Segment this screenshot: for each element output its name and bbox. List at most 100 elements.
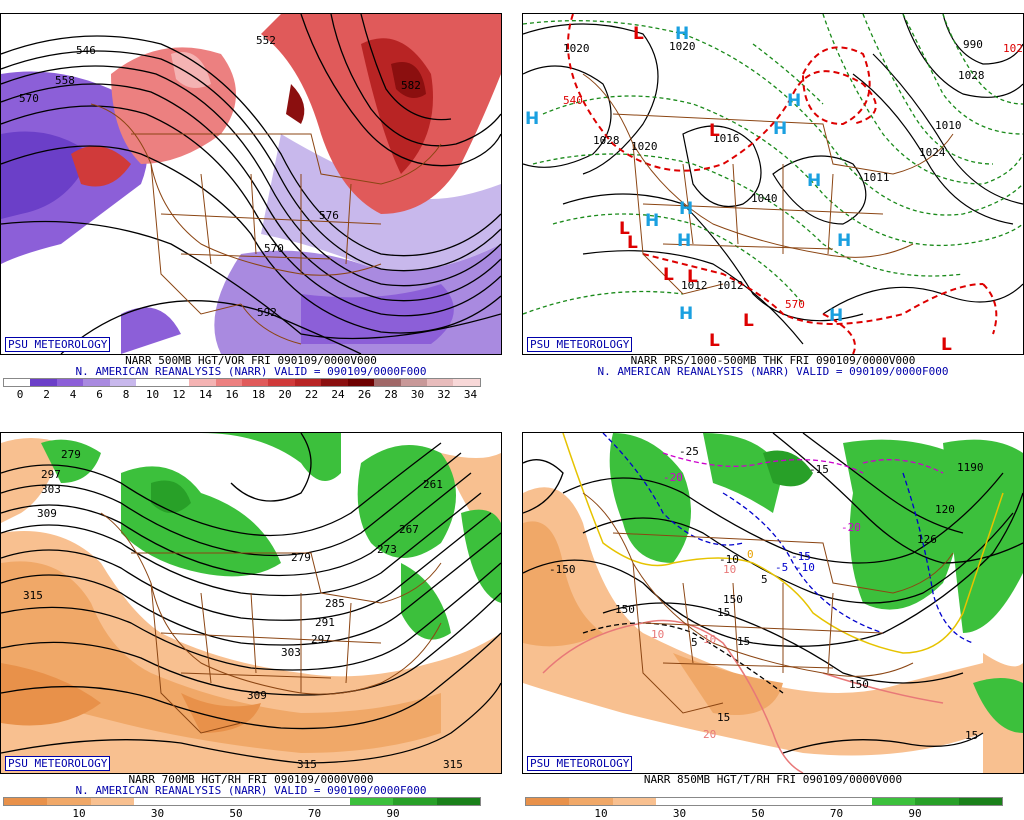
contour-label: 315 [23,589,43,602]
map-850mb-svg: -25 -20 -15 -20 -15 -10 -5 -10 0 5 10 10… [523,433,1023,773]
contour-label: 303 [41,483,61,496]
colorbar-swatch [56,379,84,386]
colorbar-tick-label: 34 [463,388,478,401]
colorbar-ticks: 10 30 50 70 90 [522,807,1024,820]
contour-label: 1020 [669,40,696,53]
contour-label: 150 [615,603,635,616]
contour-label: 297 [41,468,61,481]
low-pressure-marker: L [709,331,720,351]
colorbar-tick-label: 6 [96,388,103,401]
high-pressure-marker: H [679,199,693,219]
colorbar-swatch [321,379,348,386]
contour-label: -150 [549,563,576,576]
map-prs-thk[interactable]: 540 1020 1020 1028 1020 1016 1012 1012 1… [522,13,1024,355]
map-500mb[interactable]: 570 558 552 570 576 582 592 546 [0,13,502,355]
caption-line1: NARR 500MB HGT/VOR FRI 090109/0000V000 [125,354,377,367]
colorbar-swatch [109,379,137,386]
contour-label: 5 [691,636,698,649]
contour-label: 576 [319,209,339,222]
contour-label: -25 [679,445,699,458]
map-700mb[interactable]: 279 297 303 309 315 309 303 297 291 285 … [0,432,502,774]
credit-label: PSU METEOROLOGY [527,337,633,352]
contour-label: 1028 [593,134,620,147]
high-pressure-marker: H [645,211,659,231]
contour-label: 582 [401,79,421,92]
contour-label: 126 [917,533,937,546]
colorbar-swatch [393,798,437,805]
caption-line2: N. AMERICAN REANALYSIS (NARR) VALID = 09… [75,365,427,378]
contour-label: 10 [703,633,716,646]
colorbar-swatch [526,798,570,805]
contour-label: 315 [297,758,317,771]
contour-label: 150 [849,678,869,691]
contour-label: 570 [264,242,284,255]
colorbar-swatch [699,798,743,805]
contour-label: -10 [795,561,815,574]
colorbar-tick-label: 16 [225,388,239,401]
colorbar-swatch [4,798,48,805]
colorbar-tick-label: 14 [198,388,213,401]
contour-label: 303 [281,646,301,659]
high-pressure-marker: H [677,231,691,251]
colorbar-swatch [785,798,829,805]
panel-500mb: 570 558 552 570 576 582 592 546 PSU METE… [0,0,502,401]
colorbar-swatch [268,379,295,386]
colorbar-tick-label: 10 [72,807,86,820]
colorbar-ticks: 10 30 50 70 90 [0,807,502,820]
credit-label: PSU METEOROLOGY [5,756,111,771]
contour-label: 279 [61,448,81,461]
contour-label: 20 [703,728,716,741]
colorbar-swatch [453,379,480,386]
colorbar-swatch [612,798,656,805]
colorbar-swatch [655,798,700,805]
colorbar-swatch [306,798,351,805]
panel-prs-thk: 540 1020 1020 1028 1020 1016 1012 1012 1… [522,0,1024,401]
colorbar-tick-label: 90 [908,807,922,820]
colorbar-swatch [90,798,134,805]
credit-label: PSU METEOROLOGY [527,756,633,771]
colorbar-tick-label: 22 [304,388,319,401]
contour-label: 261 [423,478,443,491]
contour-label: 150 [723,593,743,606]
colorbar-tick-label: 50 [229,807,243,820]
contour-label: 297 [311,633,331,646]
colorbar [3,797,481,806]
contour-label: 10 [651,628,664,641]
contour-label: 15 [737,635,750,648]
colorbar-tick-label: 30 [150,807,165,820]
colorbar-tick-label: 30 [410,388,425,401]
colorbar [3,378,481,387]
colorbar-tick-label: 90 [386,807,400,820]
contour-label: 315 [443,758,463,771]
high-pressure-marker: H [837,231,851,251]
contour-label: -20 [841,521,861,534]
contour-label: 1040 [751,192,778,205]
low-pressure-marker: L [633,24,644,44]
contour-label: 273 [377,543,397,556]
map-500mb-svg: 570 558 552 570 576 582 592 546 [1,14,501,354]
low-pressure-marker: L [709,121,720,141]
caption-line2: N. AMERICAN REANALYSIS (NARR) VALID = 09… [75,784,427,797]
colorbar-swatch [4,379,31,386]
high-pressure-marker: H [787,91,801,111]
contour-label: 5 [761,573,768,586]
low-pressure-marker: L [627,233,638,253]
contour-label: 1028 [958,69,985,82]
contour-label: 990 [963,38,983,51]
contour-label: 558 [55,74,75,87]
map-850mb[interactable]: -25 -20 -15 -20 -15 -10 -5 -10 0 5 10 10… [522,432,1024,774]
colorbar-tick-label: 30 [672,807,687,820]
caption-line1: NARR 850MB HGT/T/RH FRI 090109/0000V000 [643,773,903,786]
contour-label: 1020 [631,140,658,153]
low-pressure-marker: L [663,265,674,285]
contour-label: 570 [19,92,39,105]
colorbar-swatch [162,379,190,386]
contour-label: 267 [399,523,419,536]
low-pressure-marker: L [619,219,630,239]
colorbar-tick-label: 10 [594,807,608,820]
contour-label: 1024 [1003,42,1023,55]
colorbar-tick-label: 0 [16,388,24,401]
colorbar-swatch [427,379,454,386]
colorbar-swatch [828,798,873,805]
colorbar-tick-label: 32 [437,388,451,401]
